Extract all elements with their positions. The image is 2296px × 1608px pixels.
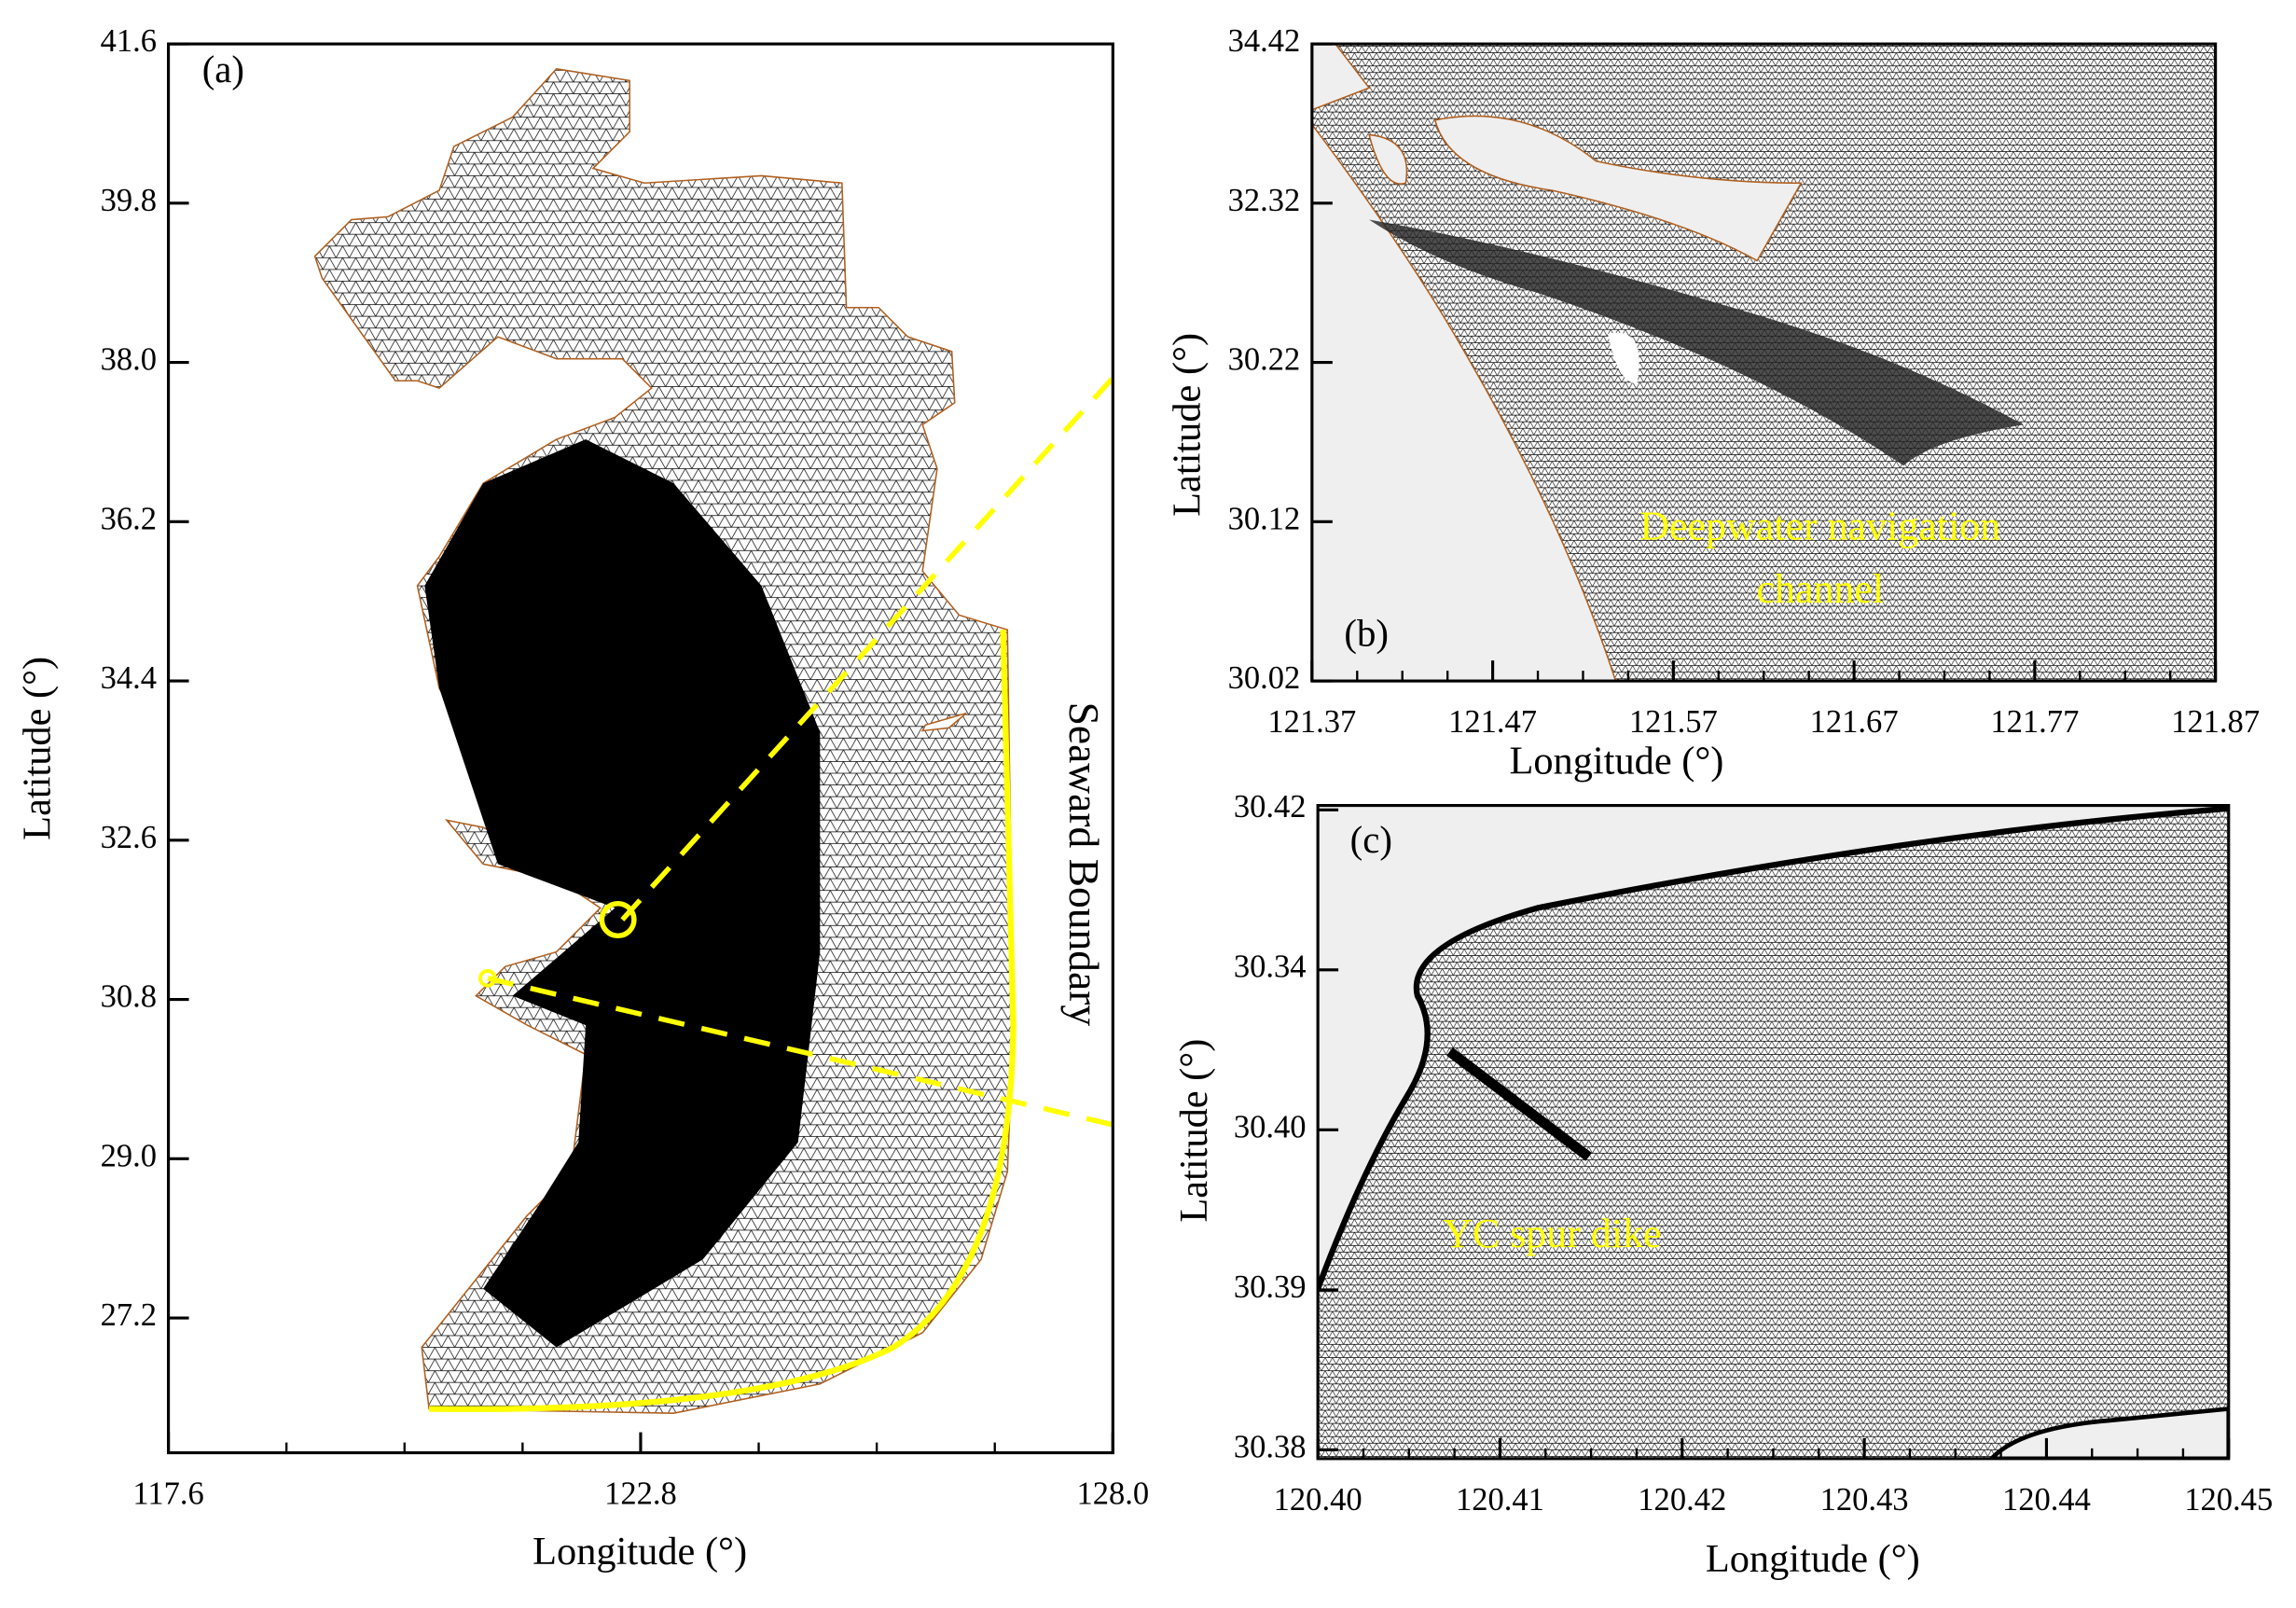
y-tick-label: 30.39 bbox=[1234, 1269, 1307, 1305]
y-axis-label: Latitude (°) bbox=[1165, 333, 1209, 517]
x-axis-label: Longitude (°) bbox=[533, 1530, 747, 1573]
panel-label: (a) bbox=[202, 49, 244, 90]
y-tick-label: 30.22 bbox=[1228, 342, 1301, 378]
x-tick-label: 121.57 bbox=[1629, 704, 1718, 740]
x-tick-label: 122.8 bbox=[604, 1476, 677, 1512]
y-tick-label: 34.4 bbox=[101, 660, 157, 696]
y-tick-label: 36.2 bbox=[101, 501, 157, 536]
mesh-map-b bbox=[1311, 44, 2216, 682]
y-tick-label: 30.34 bbox=[1234, 950, 1307, 985]
mesh-map-a bbox=[313, 67, 1115, 1414]
y-tick-label: 27.2 bbox=[101, 1297, 157, 1333]
x-tick-label: 128.0 bbox=[1076, 1476, 1149, 1512]
annotation: Seaward Boundary bbox=[1060, 702, 1108, 1027]
y-tick-label: 32.6 bbox=[101, 820, 157, 855]
x-tick-label: 121.67 bbox=[1810, 704, 1899, 740]
x-tick-label: 120.40 bbox=[1274, 1482, 1362, 1518]
annotation: YC spur dike bbox=[1443, 1211, 1661, 1256]
y-tick-label: 39.8 bbox=[101, 183, 157, 218]
y-tick-label: 30.8 bbox=[101, 979, 157, 1015]
x-tick-label: 120.42 bbox=[1638, 1482, 1726, 1518]
annotation: channel bbox=[1756, 566, 1884, 612]
axes-frame bbox=[1316, 803, 2231, 1461]
x-tick-label: 117.6 bbox=[132, 1476, 203, 1512]
x-tick-label: 121.87 bbox=[2171, 704, 2260, 740]
y-tick-label: 30.12 bbox=[1228, 501, 1301, 536]
y-tick-label: 30.42 bbox=[1234, 789, 1307, 825]
annotation: Deepwater navigation bbox=[1639, 503, 2000, 548]
x-axis-label: Longitude (°) bbox=[1509, 739, 1723, 783]
x-tick-label: 121.37 bbox=[1267, 704, 1356, 740]
x-tick-label: 121.47 bbox=[1448, 704, 1537, 740]
y-tick-label: 34.42 bbox=[1228, 23, 1301, 59]
y-tick-label: 30.38 bbox=[1234, 1429, 1307, 1464]
y-axis-label: Latitude (°) bbox=[16, 657, 60, 840]
x-tick-label: 120.43 bbox=[1820, 1482, 1909, 1518]
panel-label: (c) bbox=[1350, 819, 1392, 861]
y-tick-label: 30.02 bbox=[1228, 660, 1301, 696]
x-axis-label: Longitude (°) bbox=[1706, 1537, 1920, 1581]
x-tick-label: 120.44 bbox=[2002, 1482, 2091, 1518]
y-tick-label: 32.32 bbox=[1228, 183, 1301, 218]
y-axis-label: Latitude (°) bbox=[1172, 1039, 1216, 1223]
mesh-map-c bbox=[1318, 805, 2229, 1459]
y-tick-label: 38.0 bbox=[101, 342, 157, 378]
y-tick-label: 29.0 bbox=[101, 1138, 157, 1173]
y-tick-label: 41.6 bbox=[101, 23, 157, 59]
panel-label: (b) bbox=[1344, 612, 1389, 654]
x-tick-label: 120.45 bbox=[2184, 1482, 2273, 1518]
x-tick-label: 121.77 bbox=[1990, 704, 2079, 740]
x-tick-label: 120.41 bbox=[1456, 1482, 1544, 1518]
y-tick-label: 30.40 bbox=[1234, 1109, 1307, 1144]
